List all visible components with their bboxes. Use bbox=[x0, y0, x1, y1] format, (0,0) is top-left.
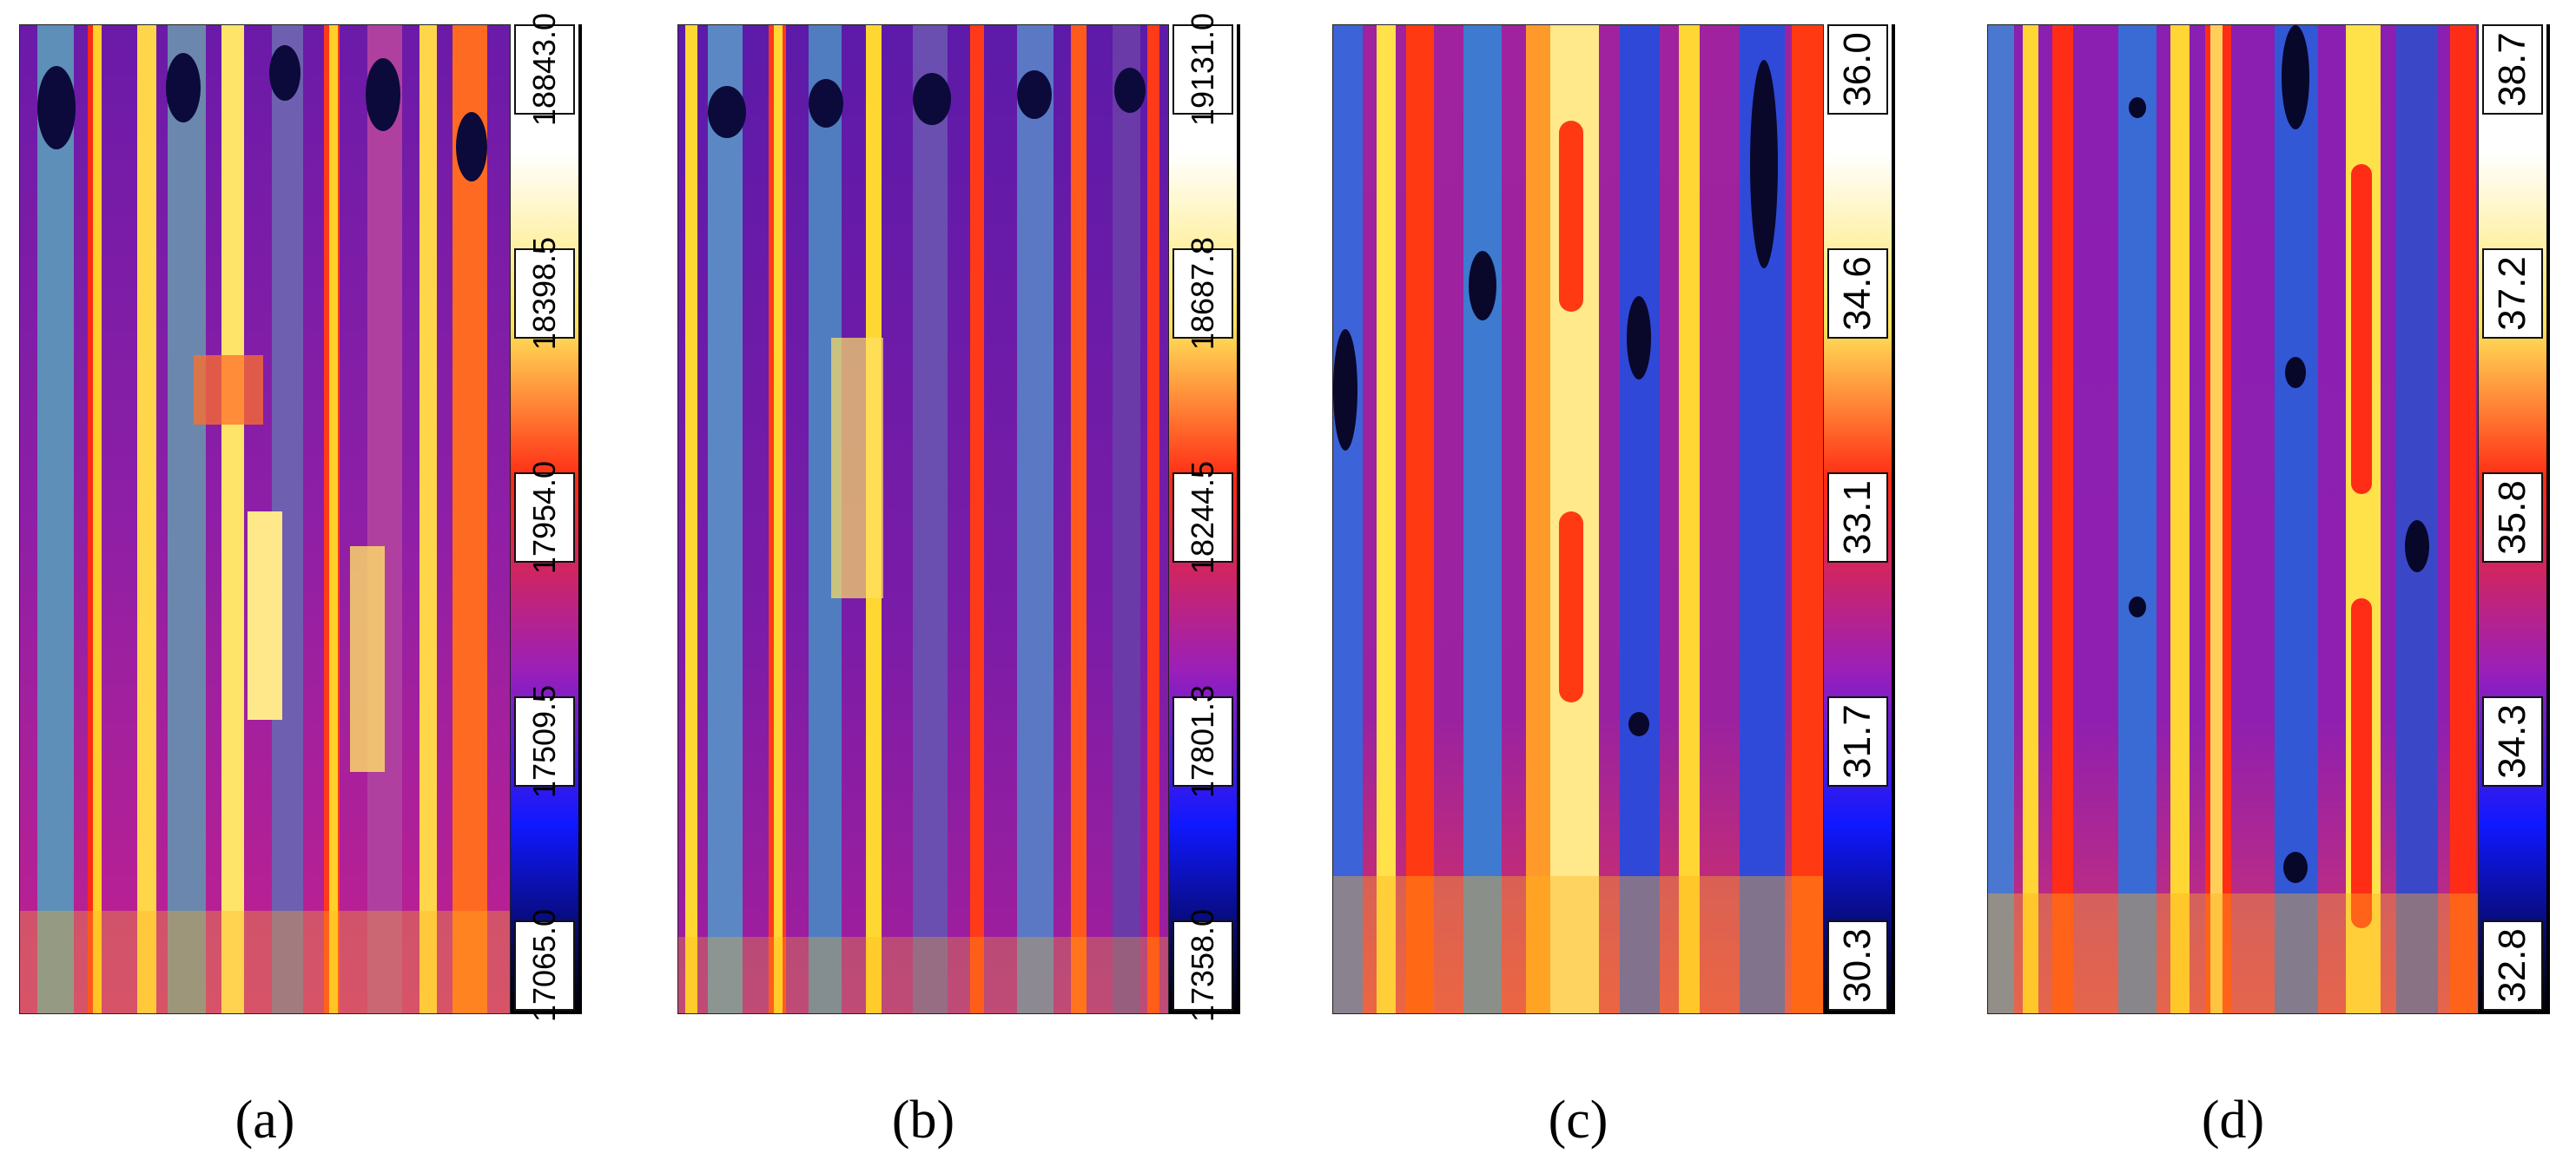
scale-tick-max-a: 18843.0 bbox=[514, 13, 575, 126]
colorbar-d: 38.7 37.2 35.8 34.3 32.8 bbox=[2479, 24, 2550, 1014]
panel-a: 18843.0 18398.5 17954.0 17509.5 17065.0 … bbox=[19, 0, 584, 1167]
scale-tick-3-a: 17954.0 bbox=[514, 461, 575, 574]
thermal-image-a bbox=[19, 24, 511, 1014]
scale-tick-min-c: 30.3 bbox=[1827, 920, 1888, 1011]
scale-tick-3-d: 35.8 bbox=[2482, 472, 2543, 563]
scale-tick-min-b: 17358.0 bbox=[1172, 909, 1233, 1022]
scale-tick-min-a: 17065.0 bbox=[514, 909, 575, 1022]
scale-tick-2-c: 34.6 bbox=[1827, 248, 1888, 339]
scale-tick-max-b: 19131.0 bbox=[1172, 13, 1233, 126]
panel-c: 36.0 34.6 33.1 31.7 30.3 (c) bbox=[1332, 0, 1897, 1167]
scale-tick-4-a: 17509.5 bbox=[514, 685, 575, 798]
thermal-image-b bbox=[677, 24, 1169, 1014]
scale-tick-max-c: 36.0 bbox=[1827, 24, 1888, 115]
panel-caption-c: (c) bbox=[1548, 1091, 1608, 1150]
scale-tick-3-b: 18244.5 bbox=[1172, 461, 1233, 574]
scale-tick-max-d: 38.7 bbox=[2482, 24, 2543, 115]
thermal-svg-a bbox=[20, 25, 510, 1013]
thermal-svg-b bbox=[678, 25, 1168, 1013]
thermal-image-c bbox=[1332, 24, 1824, 1014]
thermal-svg-d bbox=[1988, 25, 2478, 1013]
scale-tick-4-c: 31.7 bbox=[1827, 696, 1888, 787]
scale-tick-4-b: 17801.3 bbox=[1172, 685, 1233, 798]
scale-tick-2-a: 18398.5 bbox=[514, 237, 575, 350]
scale-tick-2-d: 37.2 bbox=[2482, 248, 2543, 339]
panel-caption-d: (d) bbox=[2201, 1091, 2265, 1150]
thermal-svg-c bbox=[1333, 25, 1823, 1013]
thermal-image-d bbox=[1987, 24, 2479, 1014]
panel-caption-a: (a) bbox=[234, 1091, 295, 1150]
scale-tick-3-c: 33.1 bbox=[1827, 472, 1888, 563]
panel-caption-b: (b) bbox=[891, 1091, 955, 1150]
scale-tick-2-b: 18687.8 bbox=[1172, 237, 1233, 350]
colorbar-b: 19131.0 18687.8 18244.5 17801.3 17358.0 bbox=[1169, 13, 1240, 1022]
colorbar-a: 18843.0 18398.5 17954.0 17509.5 17065.0 bbox=[511, 13, 582, 1022]
scale-tick-4-d: 34.3 bbox=[2482, 696, 2543, 787]
panel-d: 38.7 37.2 35.8 34.3 32.8 (d) bbox=[1987, 0, 2552, 1167]
colorbar-c: 36.0 34.6 33.1 31.7 30.3 bbox=[1824, 24, 1895, 1014]
scale-tick-min-d: 32.8 bbox=[2482, 920, 2543, 1011]
panel-b: 19131.0 18687.8 18244.5 17801.3 17358.0 … bbox=[677, 0, 1242, 1167]
